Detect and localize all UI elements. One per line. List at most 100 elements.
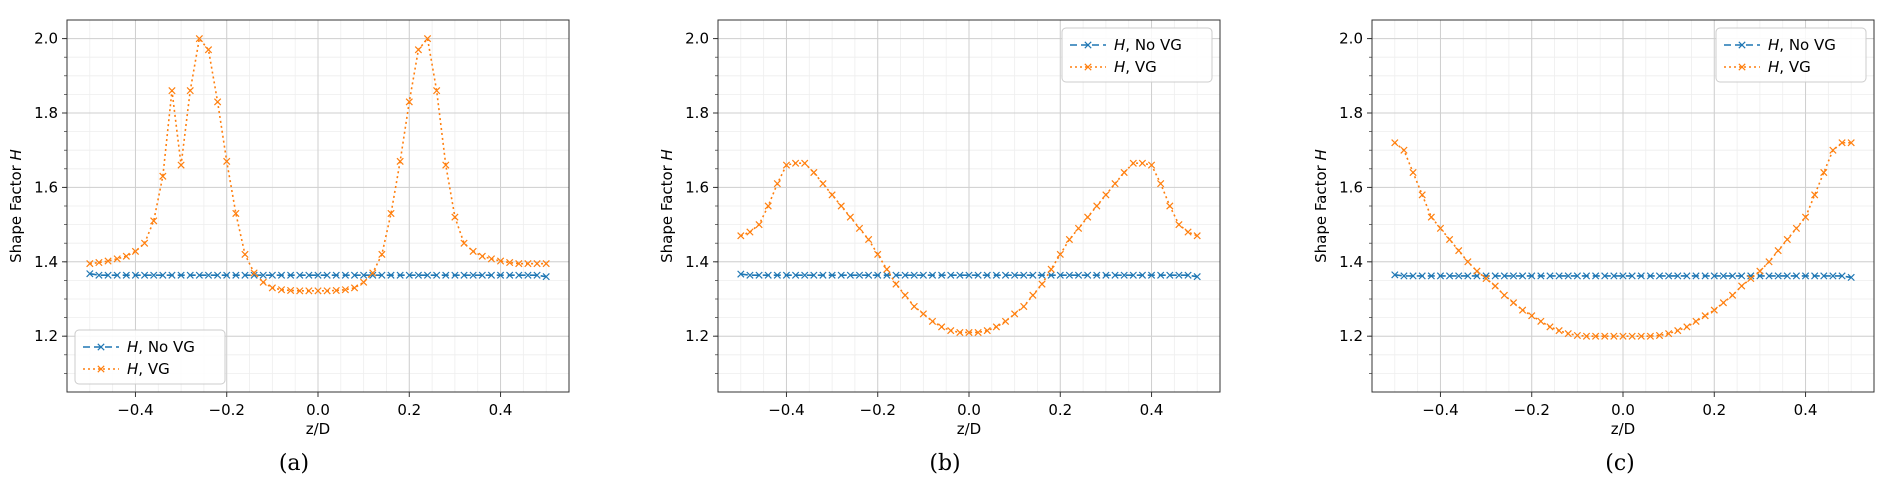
- panel-caption: (b): [929, 451, 960, 476]
- data-point: [95, 258, 103, 267]
- chart-panel-3: −0.4 −0.2 0.0 0.2 0.4 1.2 1.4 1.6 1.8 2.0 z/D Shape…: [1312, 19, 1875, 476]
- data-point: [241, 250, 249, 258]
- data-point: [305, 287, 313, 295]
- data-point: [1591, 272, 1600, 280]
- x-tick-label: 0.4: [1794, 401, 1818, 419]
- data-point: [1847, 139, 1855, 147]
- data-point: [487, 271, 496, 279]
- data-point: [965, 271, 973, 279]
- data-point: [1001, 271, 1010, 279]
- data-point: [460, 239, 468, 247]
- data-point: [1011, 271, 1019, 279]
- data-point: [1546, 272, 1554, 280]
- data-point: [937, 271, 946, 279]
- data-point: [360, 271, 368, 279]
- data-point: [1537, 317, 1545, 325]
- data-point: [1093, 271, 1101, 279]
- data-point: [1464, 272, 1472, 280]
- data-point: [764, 202, 772, 210]
- x-tick-label: 0.2: [1048, 401, 1072, 419]
- data-point: [451, 271, 459, 279]
- data-point: [1020, 302, 1028, 311]
- legend-marker: [97, 365, 105, 373]
- data-point: [1719, 272, 1728, 280]
- x-axis-label: z/D: [306, 420, 330, 438]
- data-point: [828, 191, 836, 199]
- data-point: [965, 328, 973, 337]
- data-point: [378, 250, 386, 258]
- data-point: [901, 291, 909, 299]
- data-point: [1509, 272, 1518, 280]
- data-point: [1628, 332, 1636, 340]
- y-tick-label: 1.8: [1339, 104, 1363, 122]
- data-point: [1792, 224, 1801, 232]
- data-point: [828, 271, 836, 279]
- data-point: [1473, 267, 1481, 275]
- data-point: [1464, 258, 1472, 266]
- data-point: [737, 232, 745, 240]
- data-point: [387, 209, 395, 218]
- data-point: [150, 271, 158, 279]
- data-point: [405, 98, 413, 106]
- data-point: [1564, 272, 1572, 280]
- data-point: [937, 323, 946, 331]
- x-tick-label: 0.0: [1611, 401, 1635, 419]
- series-no-vg: [86, 270, 550, 281]
- data-point: [1400, 272, 1408, 280]
- data-point: [478, 271, 486, 279]
- data-point: [533, 271, 541, 279]
- data-point: [782, 271, 791, 279]
- data-point: [332, 286, 340, 295]
- data-point: [168, 87, 176, 95]
- legend-entry: H, No VG: [83, 338, 195, 356]
- series-line: [740, 273, 1198, 278]
- data-point: [131, 271, 140, 279]
- data-point: [791, 159, 800, 167]
- data-point: [1436, 224, 1445, 232]
- data-point: [1029, 271, 1037, 279]
- data-point: [1674, 272, 1682, 280]
- data-point: [983, 326, 991, 335]
- data-point: [837, 202, 845, 210]
- data-point: [369, 269, 377, 277]
- data-point: [1801, 213, 1810, 221]
- data-point: [956, 271, 964, 279]
- data-point: [1655, 331, 1664, 340]
- data-point: [1701, 272, 1709, 280]
- data-point: [974, 271, 982, 279]
- legend-label: H, VG: [1768, 58, 1811, 76]
- data-point: [1418, 191, 1426, 199]
- series-no-vg: [1391, 271, 1855, 282]
- data-point: [1482, 272, 1490, 280]
- data-point: [405, 271, 413, 279]
- data-point: [442, 271, 450, 279]
- data-point: [1011, 310, 1019, 318]
- data-point: [1166, 271, 1174, 279]
- data-point: [801, 159, 809, 167]
- data-point: [1674, 326, 1682, 335]
- data-point: [1047, 271, 1055, 279]
- data-point: [819, 271, 827, 279]
- y-axis-label: Shape Factor H: [1312, 149, 1330, 263]
- data-point: [1619, 332, 1627, 340]
- y-tick-label: 2.0: [685, 30, 709, 48]
- data-point: [1065, 271, 1074, 279]
- y-tick-label: 1.2: [34, 327, 58, 345]
- data-point: [1084, 213, 1092, 221]
- data-point: [186, 271, 194, 279]
- data-point: [95, 271, 103, 279]
- data-point: [223, 157, 231, 165]
- legend-marker: [1738, 41, 1746, 49]
- x-tick-label: −0.2: [1514, 401, 1550, 419]
- x-tick-label: −0.4: [768, 401, 804, 419]
- data-point: [469, 271, 477, 279]
- legend-box: [1715, 27, 1867, 83]
- x-axis-label: z/D: [1611, 420, 1635, 438]
- data-point: [1184, 228, 1192, 236]
- data-point: [883, 271, 891, 279]
- data-point: [204, 46, 213, 54]
- data-point: [1692, 272, 1700, 280]
- data-point: [910, 302, 918, 311]
- data-point: [1129, 271, 1137, 279]
